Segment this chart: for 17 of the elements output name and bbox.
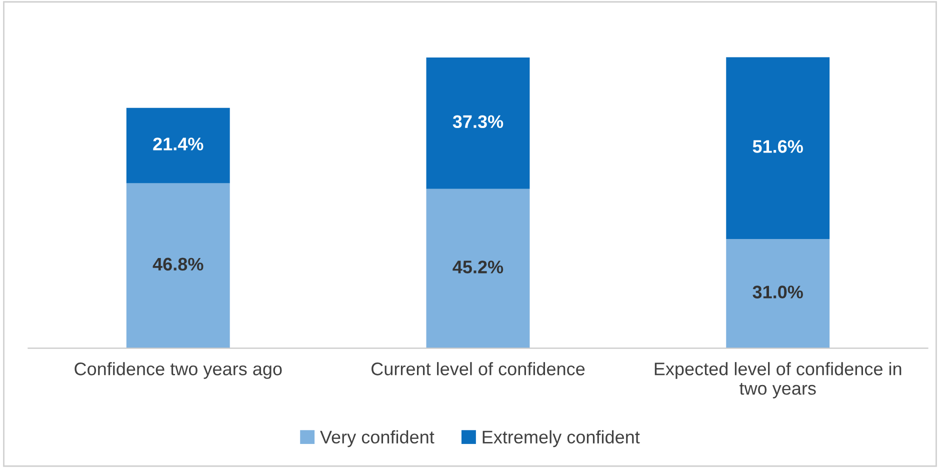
data-label: 46.8% [152,258,204,271]
legend-label: Extremely confident [482,430,640,448]
bar [726,57,830,239]
x-tick-label: Expected level of confidence in two years [654,362,902,398]
data-label: 21.4% [153,138,204,150]
bar [126,108,230,184]
bar [426,57,530,189]
data-label: 51.6% [752,140,803,153]
data-label: 31.0% [752,286,803,298]
legend-label: Very confident [320,430,434,448]
bar [126,183,230,348]
bar [726,238,830,348]
data-label: 37.3% [452,115,504,128]
bar [426,188,530,348]
x-tick-label: Current level of confidence [372,362,585,376]
data-label: 45.2% [452,260,504,274]
x-tick-label: Confidence two years ago [74,362,282,379]
